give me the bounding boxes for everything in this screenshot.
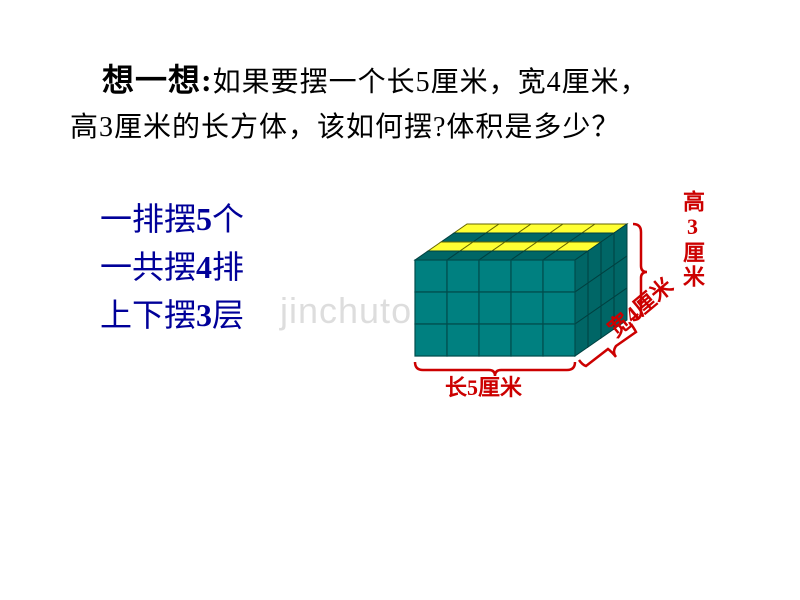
question-line-2: 高3厘米的长方体，该如何摆?体积是多少？	[70, 106, 740, 151]
length-label: 长5厘米	[445, 370, 522, 402]
question-line-1: 想一想:如果要摆一个长5厘米，宽4厘米，	[70, 55, 740, 106]
answer-row-1: 一排摆5个	[100, 195, 244, 243]
answer-row-2: 一共摆4排	[100, 243, 244, 291]
answer-block: 一排摆5个 一共摆4排 上下摆3层	[100, 195, 244, 339]
height-label: 高3厘米	[676, 190, 708, 289]
answer-row-3: 上下摆3层	[100, 291, 244, 339]
line1-rest: 如果要摆一个长5厘米，宽4厘米，	[213, 67, 649, 98]
think-label: 想一想:	[102, 62, 213, 98]
question-text: 想一想:如果要摆一个长5厘米，宽4厘米， 高3厘米的长方体，该如何摆?体积是多少…	[70, 55, 740, 151]
